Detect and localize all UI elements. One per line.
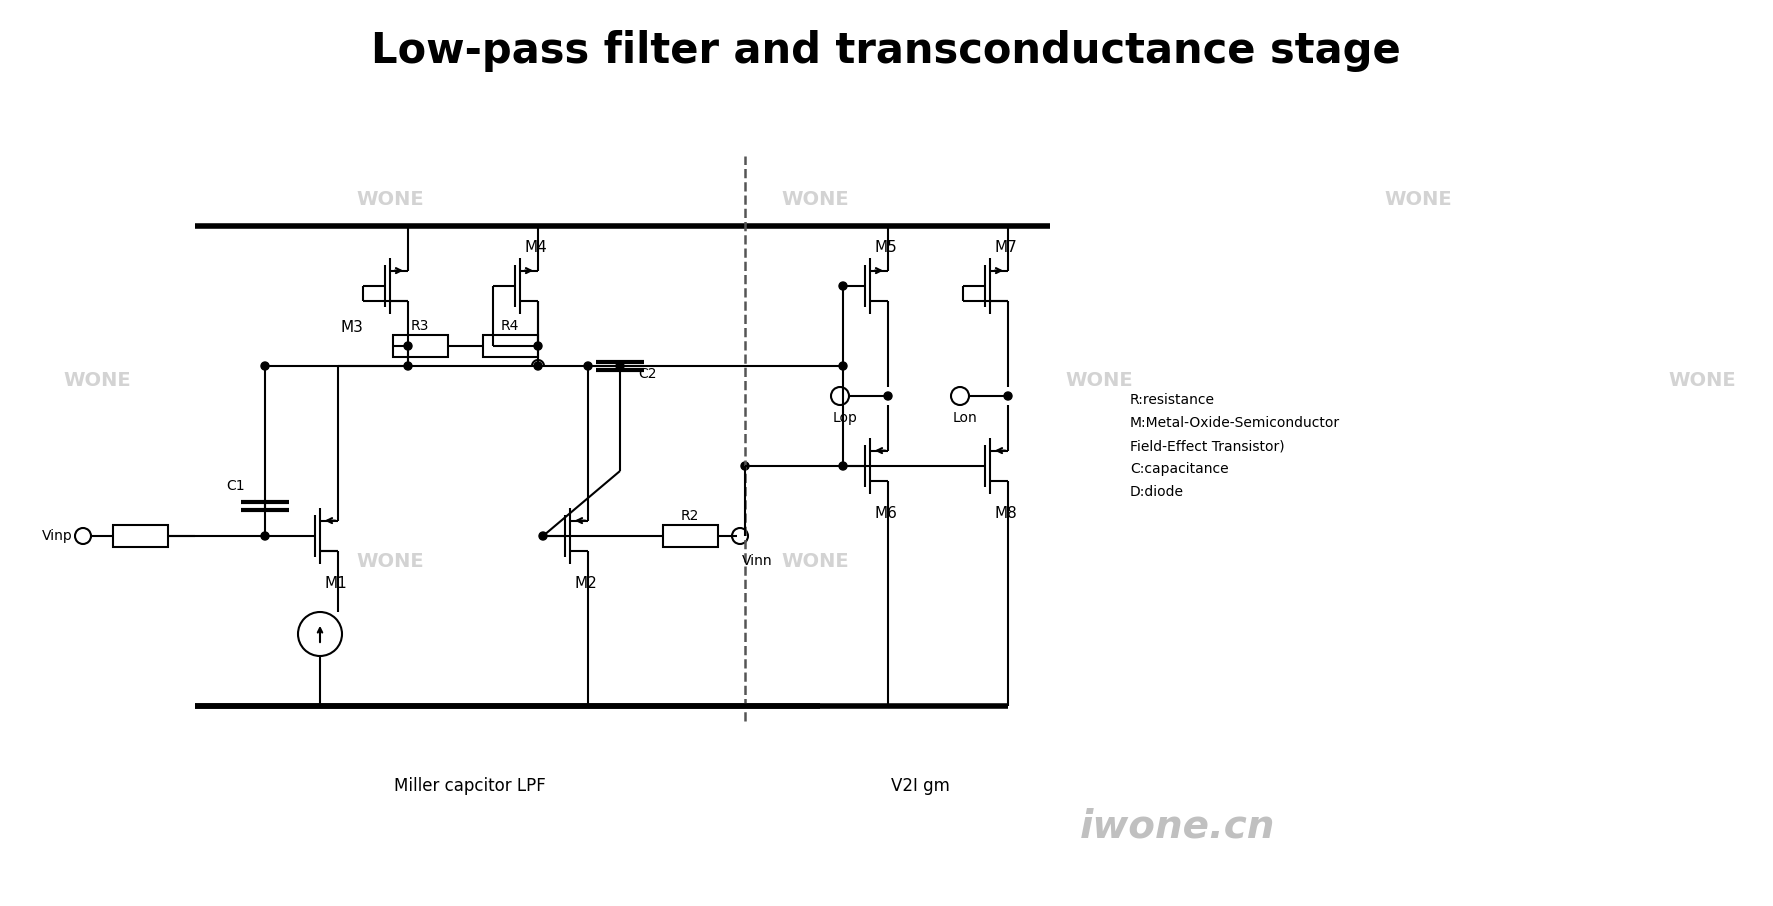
Text: Lon: Lon xyxy=(952,411,977,425)
Circle shape xyxy=(1004,392,1012,400)
Text: WONE: WONE xyxy=(1668,371,1736,390)
Text: WONE: WONE xyxy=(64,371,131,390)
Circle shape xyxy=(839,462,847,470)
Text: M8: M8 xyxy=(995,506,1018,522)
Text: Vinp: Vinp xyxy=(43,529,73,543)
Text: Low-pass filter and transconductance stage: Low-pass filter and transconductance sta… xyxy=(371,30,1401,72)
Circle shape xyxy=(741,462,748,470)
Circle shape xyxy=(885,392,892,400)
Circle shape xyxy=(539,532,548,540)
Circle shape xyxy=(404,362,411,370)
Text: R4: R4 xyxy=(500,319,519,333)
Text: C1: C1 xyxy=(227,479,245,493)
Text: R3: R3 xyxy=(411,319,429,333)
Text: M1: M1 xyxy=(324,576,348,592)
Text: Miller capcitor LPF: Miller capcitor LPF xyxy=(394,777,546,795)
Text: M4: M4 xyxy=(525,240,548,255)
Circle shape xyxy=(261,532,269,540)
Bar xyxy=(482,335,537,357)
Circle shape xyxy=(404,342,411,350)
Circle shape xyxy=(261,362,269,370)
Text: WONE: WONE xyxy=(356,190,424,208)
Bar xyxy=(112,525,167,547)
Circle shape xyxy=(534,342,543,350)
Text: M3: M3 xyxy=(340,321,363,335)
Bar xyxy=(663,525,718,547)
Text: WONE: WONE xyxy=(1385,190,1452,208)
Circle shape xyxy=(839,362,847,370)
Text: iwone.cn: iwone.cn xyxy=(1080,807,1275,845)
Circle shape xyxy=(839,282,847,290)
Text: R2: R2 xyxy=(681,509,699,523)
Circle shape xyxy=(534,362,543,370)
Text: Vinn: Vinn xyxy=(741,554,773,568)
Text: WONE: WONE xyxy=(1066,371,1133,390)
Bar xyxy=(392,335,447,357)
Text: C2: C2 xyxy=(638,367,656,381)
Text: M2: M2 xyxy=(574,576,598,592)
Text: WONE: WONE xyxy=(356,553,424,571)
Text: M7: M7 xyxy=(995,240,1018,255)
Text: WONE: WONE xyxy=(782,553,849,571)
Circle shape xyxy=(583,362,592,370)
Text: WONE: WONE xyxy=(782,190,849,208)
Text: R:resistance
M:Metal-Oxide-Semiconductor
Field-Effect Transistor)
C:capacitance
: R:resistance M:Metal-Oxide-Semiconductor… xyxy=(1129,393,1340,498)
Text: Lop: Lop xyxy=(833,411,858,425)
Circle shape xyxy=(615,362,624,370)
Text: M6: M6 xyxy=(876,506,897,522)
Text: V2I gm: V2I gm xyxy=(890,777,949,795)
Text: M5: M5 xyxy=(876,240,897,255)
